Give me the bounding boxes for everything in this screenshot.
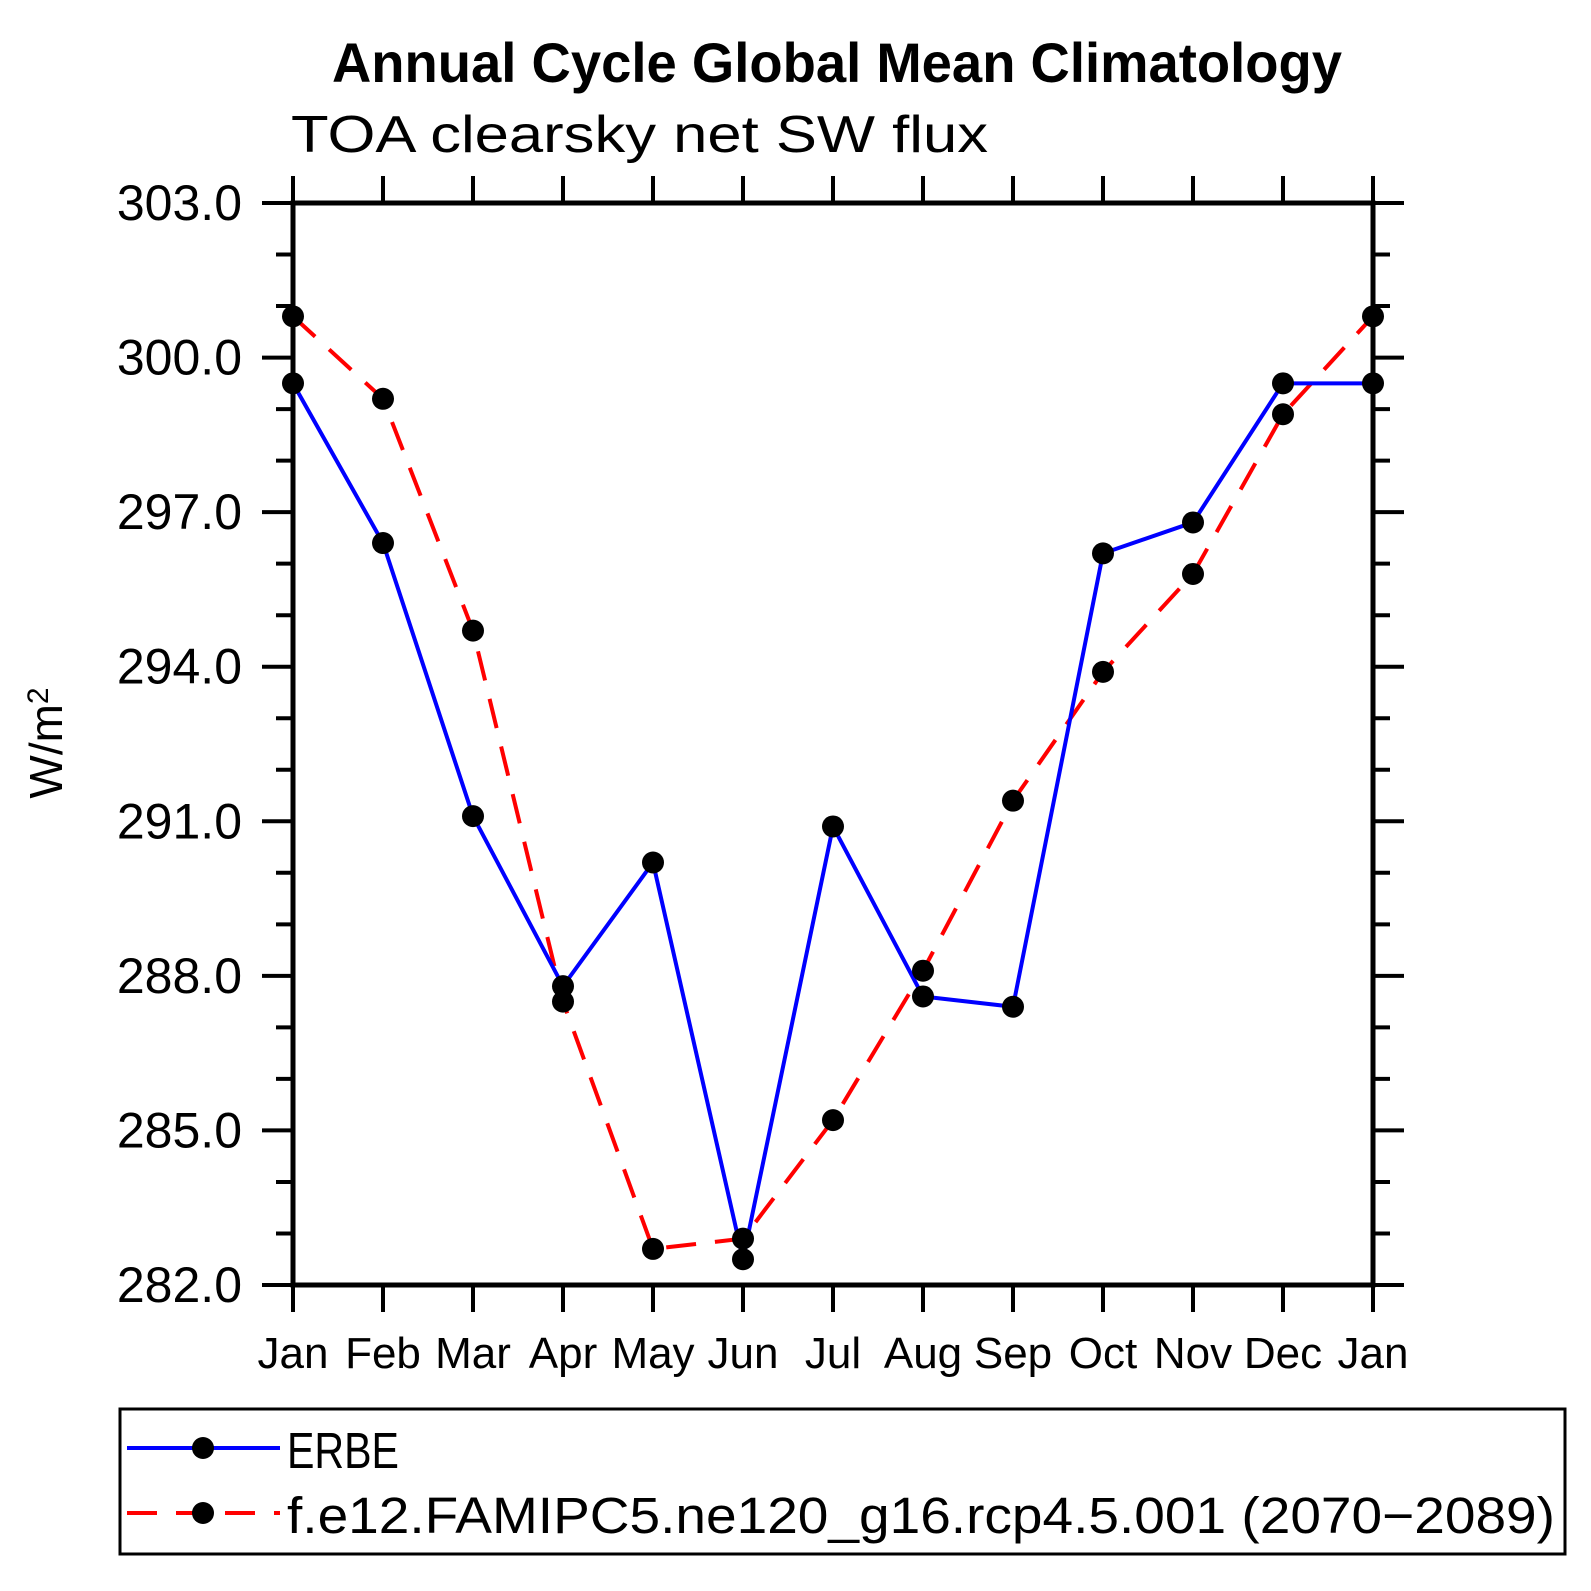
x-axis-tick-label: Aug: [884, 1329, 962, 1378]
x-axis-tick-label: Dec: [1244, 1329, 1322, 1378]
data-point-marker: [732, 1248, 754, 1271]
data-point-marker: [642, 851, 664, 874]
y-axis-tick-label: 303.0: [117, 175, 242, 231]
x-axis-tick-label: Jun: [708, 1329, 779, 1378]
y-axis-tick-label: 294.0: [117, 639, 242, 695]
data-point-marker: [372, 532, 394, 555]
axes-layer: 282.0 285.0 288.0 291.0 294.0 297.0 300.0 303.0…: [117, 175, 1409, 1378]
data-point-marker: [1272, 403, 1294, 426]
data-point-marker: [1362, 305, 1384, 328]
legend-marker: [192, 1437, 214, 1459]
data-point-marker: [552, 990, 574, 1013]
data-point-marker: [1182, 511, 1204, 534]
data-point-marker: [732, 1227, 754, 1250]
x-axis-tick-label: Apr: [529, 1329, 597, 1378]
data-point-marker: [912, 985, 934, 1008]
data-point-marker: [822, 1109, 844, 1132]
data-point-marker: [642, 1237, 664, 1260]
legend-marker: [192, 1502, 214, 1524]
x-axis-tick-label: Jul: [805, 1329, 861, 1378]
legend-label: ERBE: [287, 1422, 399, 1479]
chart-title: Annual Cycle Global Mean Climatology: [332, 31, 1342, 94]
data-point-marker: [372, 387, 394, 410]
y-axis-title: W/m2: [20, 687, 72, 798]
x-axis-tick-label: Oct: [1069, 1329, 1137, 1378]
series-layer: [282, 305, 1384, 1271]
y-axis-tick-label: 291.0: [117, 793, 242, 849]
data-point-marker: [1002, 995, 1024, 1018]
data-point-marker: [822, 815, 844, 838]
data-point-marker: [1182, 562, 1204, 585]
data-point-marker: [1362, 372, 1384, 395]
y-axis-tick-label: 300.0: [117, 330, 242, 386]
legend-label: f.e12.FAMIPC5.ne120_g16.rcp4.5.001 (2070…: [287, 1487, 1555, 1544]
data-point-marker: [1272, 372, 1294, 395]
x-axis-tick-label: Mar: [435, 1329, 511, 1378]
data-point-marker: [462, 805, 484, 828]
legend-box: [118, 1407, 1567, 1556]
x-axis-tick-label: Sep: [974, 1329, 1052, 1378]
data-point-marker: [552, 975, 574, 998]
data-point-marker: [462, 619, 484, 642]
x-axis-tick-label: Jan: [1338, 1329, 1409, 1378]
x-axis-tick-label: Nov: [1154, 1329, 1232, 1378]
data-point-marker: [1092, 660, 1114, 683]
data-point-marker: [912, 959, 934, 982]
x-axis-tick-label: May: [611, 1329, 694, 1378]
y-axis-tick-label: 288.0: [117, 948, 242, 1004]
y-axis-tick-label: 282.0: [117, 1257, 242, 1313]
data-point-marker: [1092, 542, 1114, 565]
data-point-marker: [282, 372, 304, 395]
legend-layer: ERBE f.e12.FAMIPC5.ne120_g16.rcp4.5.001 (…: [118, 1407, 1567, 1556]
model-line: [291, 314, 1375, 1252]
y-axis-tick-label: 297.0: [117, 484, 242, 540]
x-axis-tick-label: Jan: [258, 1329, 329, 1378]
data-point-marker: [282, 305, 304, 328]
y-axis-tick-label: 285.0: [117, 1102, 242, 1158]
chart-subtitle: TOA clearsky net SW flux: [291, 106, 988, 164]
x-axis-tick-label: Feb: [345, 1329, 421, 1378]
data-point-marker: [1002, 789, 1024, 812]
